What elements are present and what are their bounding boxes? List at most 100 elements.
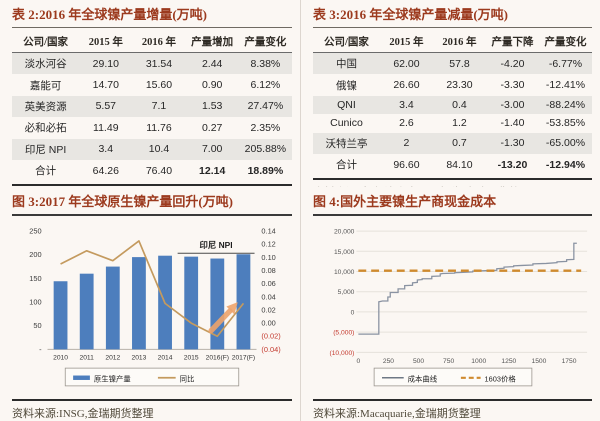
right-axis-tick-label: 0.04 (261, 292, 275, 301)
row-label: QNI (337, 98, 356, 111)
cell-value: 7.1 (151, 100, 167, 113)
right-axis-tick-label: 0.02 (261, 305, 275, 314)
yoy-line (60, 240, 245, 338)
x-axis-tick-label: 1500 (531, 358, 546, 365)
column-header: 公司/国家 (12, 30, 80, 53)
y-axis-tick-label: (5,000) (333, 330, 354, 337)
table2-title: 表 2:2016 年全球镍产量增量(万吨) (12, 7, 207, 22)
production-bar (236, 254, 251, 350)
cell-value: 96.60 (393, 158, 420, 171)
cell-value: 23.30 (446, 79, 473, 92)
cell-value: -13.20 (497, 158, 528, 171)
cell-value: 7.00 (201, 143, 223, 156)
cell-value: 8.38% (250, 57, 281, 70)
cell-value: -1.40 (500, 117, 525, 130)
fig4-title: 图 4:国外主要镍生产商现金成本 (313, 194, 497, 209)
fig4-source: 资料来源:Macaquarie,金瑞期货整理 (313, 399, 592, 421)
left-axis-tick-label: 150 (29, 274, 41, 283)
cell-value: 12.14 (199, 164, 226, 177)
cell-value: 76.40 (145, 164, 173, 177)
production-bar (53, 281, 68, 350)
row-label: 印尼 NPI (24, 143, 67, 156)
production-bar (79, 273, 94, 350)
nickel-increase-table: 公司/国家 2015 年 2016 年产量增加 产量变化 淡水河谷 29.10 31.54… (12, 30, 292, 181)
cell-value: 11.49 (93, 121, 119, 134)
right-axis-tick-label: 0.12 (261, 240, 275, 249)
cell-value: 0.7 (452, 137, 467, 150)
y-axis-tick-label: 20,000 (334, 229, 355, 236)
table-row: QNI 3.4 0.4 -3.00 -88.24% (313, 95, 592, 115)
right-axis-tick-label: 0.00 (261, 319, 275, 328)
title-divider (12, 27, 292, 28)
y-axis-tick-label: 5,000 (338, 289, 355, 296)
title-divider (313, 214, 592, 216)
cell-value: -12.41% (545, 79, 586, 92)
cell-value: 29.10 (92, 57, 119, 70)
panel-table3: 表 3:2016 年全球镍产量减量(万吨) 公司/国家 2015 年 2016 年产… (300, 0, 600, 187)
cell-value: 3.4 (98, 143, 114, 156)
row-label: 嘉能可 (29, 79, 62, 92)
table-row: 淡水河谷 29.10 31.54 2.44 8.38% (12, 52, 292, 75)
right-axis-tick-label: (0.04) (261, 345, 280, 354)
left-axis-tick-label: - (39, 345, 42, 354)
column-header: 产量变化 (538, 30, 592, 53)
cell-value: 14.70 (92, 79, 119, 92)
legend-box (373, 367, 533, 387)
cell-value: 2 (403, 137, 410, 150)
table-row: 英美资源 5.57 7.1 1.53 27.47% (12, 95, 292, 118)
y-axis-tick-label: 10,000 (334, 269, 355, 276)
cell-value: 2.44 (201, 57, 223, 70)
production-bar (184, 256, 199, 350)
x-axis-label: 2010 (53, 354, 68, 361)
cell-value: 31.54 (145, 57, 173, 70)
x-axis-label: 2016(F) (206, 354, 229, 361)
fig3-source: 资料来源:INSG,金瑞期货整理 (12, 399, 292, 421)
x-axis-tick-label: 1750 (562, 358, 577, 365)
row-label: 俄镍 (335, 79, 357, 92)
column-header: 2016 年 (132, 30, 186, 53)
row-label: 合计 (35, 165, 57, 178)
cell-value: 11.76 (146, 121, 172, 134)
x-axis-tick-label: 500 (413, 358, 424, 365)
table-row: 沃特兰亭 2 0.7 -1.30 -65.00% (313, 132, 592, 154)
cell-value: -12.94% (545, 158, 586, 171)
cell-value: 205.88% (244, 143, 287, 156)
right-axis-tick-label: (0.02) (261, 332, 280, 341)
table-row: Cunico 2.6 1.2 -1.40 -53.85% (313, 114, 592, 132)
left-axis-tick-label: 100 (29, 298, 41, 307)
row-label: 英美资源 (24, 100, 67, 113)
cell-value: -3.00 (500, 98, 525, 111)
table3-title: 表 3:2016 年全球镍产量减量(万吨) (313, 7, 508, 22)
cell-value: 10.4 (148, 143, 170, 156)
cell-value: 18.89% (247, 164, 284, 177)
y-axis-tick-label: 0 (351, 309, 355, 316)
table-row: 印尼 NPI 3.4 10.4 7.00 205.88% (12, 138, 292, 160)
y-axis-tick-label: (10,000) (329, 350, 354, 357)
left-axis-tick-label: 250 (29, 227, 41, 236)
cell-value: 5.57 (95, 100, 116, 113)
panel-fig4: 图 4:国外主要镍生产商现金成本 20,000 15,000 10,000 5,000… (300, 187, 600, 421)
fig4-cost-curve-chart: 20,00015,00010,0005,0000(5,000)(10,000)0… (329, 229, 588, 387)
column-header: 产量增加 (185, 30, 239, 53)
left-axis-tick-label: 50 (33, 321, 41, 330)
cell-value: 64.26 (92, 164, 119, 177)
cell-value: -6.77% (548, 57, 583, 70)
left-axis-tick-label: 200 (29, 250, 41, 259)
title-divider (12, 214, 292, 216)
x-axis-label: 2011 (79, 354, 94, 361)
up-arrow-head (226, 302, 238, 315)
legend-label-yoy: 同比 (180, 374, 195, 383)
production-bar (105, 266, 120, 350)
x-axis-tick-label: 1000 (471, 358, 486, 365)
cell-value: 0.27 (201, 121, 223, 134)
x-axis-label: 2014 (158, 354, 173, 361)
right-axis-tick-label: 0.14 (261, 227, 275, 236)
row-label: 必和必拓 (24, 122, 67, 135)
cell-value: 3.4 (399, 98, 414, 111)
y-axis-tick-label: 15,000 (334, 249, 355, 256)
fig3-title: 图 3:2017 年全球原生镍产量回升(万吨) (12, 194, 233, 209)
row-label: 中国 (335, 58, 357, 71)
x-axis-tick-label: 250 (383, 358, 394, 365)
cell-value: -1.30 (500, 137, 525, 150)
